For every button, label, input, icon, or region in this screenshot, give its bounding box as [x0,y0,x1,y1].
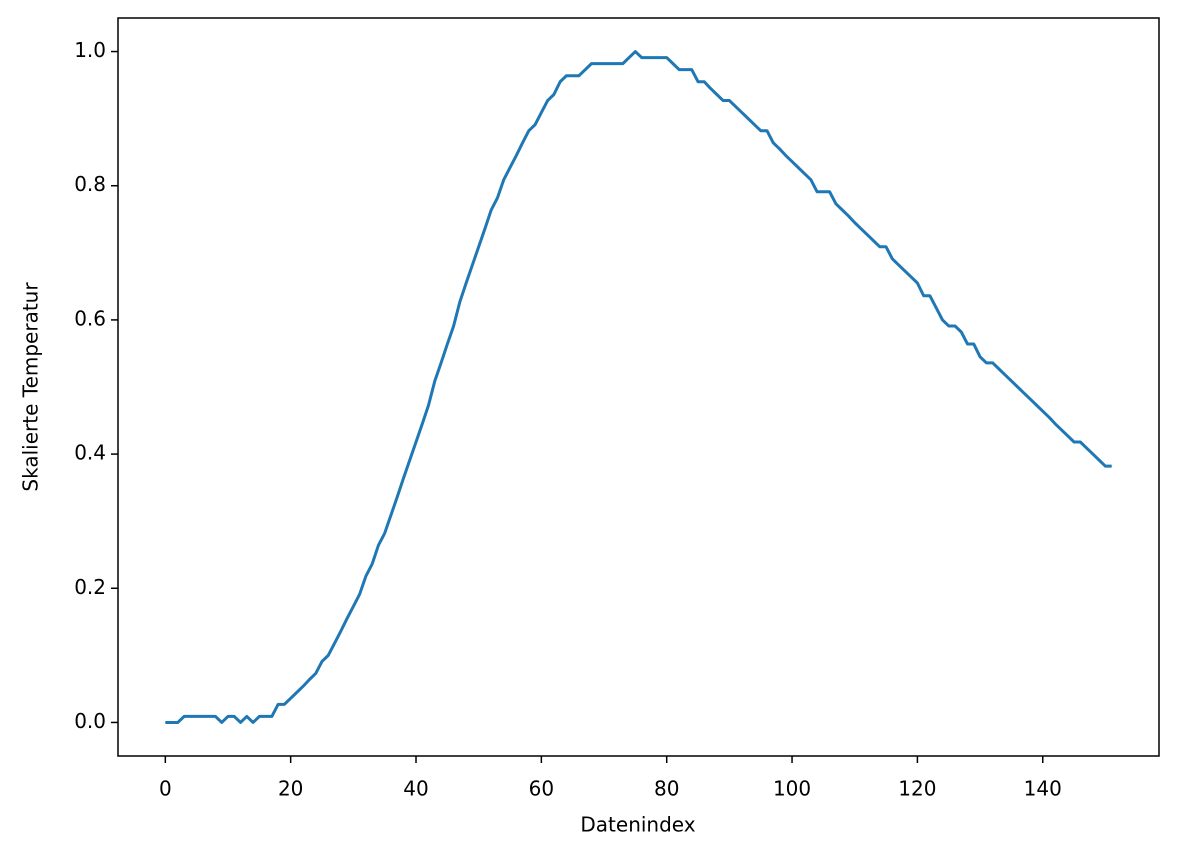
y-axis-label: Skalierte Temperatur [19,282,43,492]
line-series [165,50,1112,724]
x-tick-label: 140 [1024,777,1062,801]
x-tick-label: 20 [278,777,303,801]
x-tick-label: 80 [654,777,679,801]
x-axis-label: Datenindex [580,813,695,837]
x-tick-label: 60 [529,777,554,801]
plot-frame [117,17,1160,757]
x-tick-label: 40 [403,777,428,801]
y-tick-label: 0.6 [74,306,106,330]
y-tick-label: 0.2 [74,575,106,599]
y-tick-label: 0.0 [74,709,106,733]
y-tick-label: 0.8 [74,172,106,196]
y-tick-label: 1.0 [74,38,106,62]
x-tick-label: 0 [159,777,172,801]
y-tick-label: 0.4 [74,441,106,465]
x-tick-label: 120 [898,777,936,801]
x-tick-label: 100 [773,777,811,801]
